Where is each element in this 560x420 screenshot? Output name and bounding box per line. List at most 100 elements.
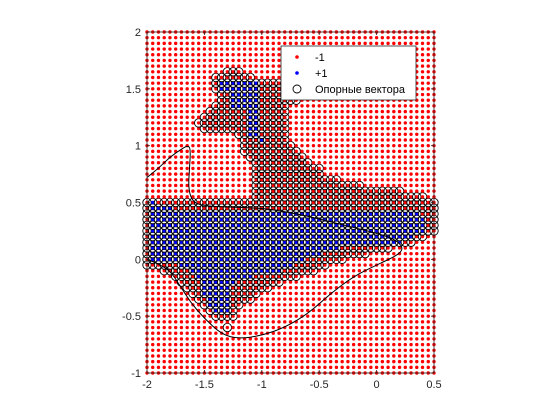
point-negative xyxy=(271,53,275,57)
point-negative xyxy=(162,115,166,119)
point-negative xyxy=(162,53,166,57)
point-negative xyxy=(225,70,230,74)
point-negative xyxy=(306,365,310,370)
point-negative xyxy=(271,98,275,102)
point-negative xyxy=(156,115,161,119)
point-negative xyxy=(357,104,362,108)
point-positive xyxy=(363,223,367,227)
point-negative xyxy=(191,274,195,279)
point-negative xyxy=(271,64,275,68)
point-positive xyxy=(231,223,235,227)
point-negative xyxy=(242,109,247,114)
point-negative xyxy=(219,92,224,97)
point-positive xyxy=(260,234,264,239)
point-negative xyxy=(369,331,373,335)
point-negative xyxy=(392,280,396,284)
point-negative xyxy=(340,348,344,352)
point-negative xyxy=(237,41,241,46)
point-negative xyxy=(179,337,184,341)
point-negative xyxy=(219,161,224,165)
point-negative xyxy=(426,64,430,68)
point-negative xyxy=(191,64,195,68)
point-positive xyxy=(242,274,247,279)
point-negative xyxy=(340,161,344,165)
point-negative xyxy=(179,132,184,136)
point-negative xyxy=(409,342,413,347)
point-positive xyxy=(162,223,166,227)
point-positive xyxy=(237,217,241,222)
point-negative xyxy=(174,53,178,57)
point-negative xyxy=(248,291,253,296)
point-positive xyxy=(265,251,270,256)
point-negative xyxy=(288,325,293,330)
point-negative xyxy=(265,98,270,102)
point-positive xyxy=(392,234,396,239)
point-negative xyxy=(214,359,218,364)
point-negative xyxy=(426,331,430,335)
point-positive xyxy=(374,212,379,216)
point-negative xyxy=(334,149,339,154)
point-negative xyxy=(328,286,333,290)
point-negative xyxy=(420,132,425,136)
point-negative xyxy=(283,291,287,296)
point-negative xyxy=(300,109,304,114)
point-negative xyxy=(208,109,212,114)
point-negative xyxy=(420,92,425,97)
point-negative xyxy=(306,172,310,176)
point-negative xyxy=(208,200,212,205)
point-negative xyxy=(386,138,390,142)
point-negative xyxy=(162,359,166,364)
point-negative xyxy=(357,365,362,370)
point-negative xyxy=(323,342,327,347)
point-negative xyxy=(380,297,385,301)
point-negative xyxy=(191,331,195,335)
point-negative xyxy=(265,359,270,364)
point-negative xyxy=(409,183,413,188)
point-negative xyxy=(237,359,241,364)
point-negative xyxy=(415,359,419,364)
point-positive xyxy=(202,263,207,267)
point-negative xyxy=(369,41,373,46)
point-negative xyxy=(196,297,201,301)
point-negative xyxy=(409,286,413,290)
point-negative xyxy=(162,274,166,279)
point-negative xyxy=(151,314,155,318)
point-negative xyxy=(191,143,195,148)
point-negative xyxy=(300,269,304,273)
point-positive xyxy=(254,263,258,267)
point-negative xyxy=(403,263,407,267)
point-positive xyxy=(248,98,253,102)
point-negative xyxy=(294,206,298,210)
point-negative xyxy=(409,354,413,358)
point-negative xyxy=(346,246,350,250)
point-negative xyxy=(340,172,344,176)
point-negative xyxy=(306,109,310,114)
point-positive xyxy=(208,217,212,222)
point-negative xyxy=(374,354,379,358)
point-negative xyxy=(346,155,350,159)
point-negative xyxy=(174,206,178,210)
y-tick-label: 1 xyxy=(135,141,141,153)
point-negative xyxy=(346,115,350,119)
point-negative xyxy=(409,291,413,296)
point-negative xyxy=(420,115,425,119)
point-negative xyxy=(156,41,161,46)
point-negative xyxy=(420,143,425,148)
point-negative xyxy=(363,286,367,290)
point-negative xyxy=(374,274,379,279)
point-negative xyxy=(271,359,275,364)
point-negative xyxy=(397,161,402,165)
point-negative xyxy=(265,35,270,40)
point-negative xyxy=(386,320,390,324)
point-negative xyxy=(271,303,275,307)
point-negative xyxy=(334,251,339,256)
point-negative xyxy=(196,115,201,119)
point-negative xyxy=(174,109,178,114)
point-negative xyxy=(386,269,390,273)
point-negative xyxy=(271,348,275,352)
point-negative xyxy=(323,263,327,267)
point-negative xyxy=(185,149,189,154)
point-positive xyxy=(242,104,247,108)
point-negative xyxy=(191,348,195,352)
point-negative xyxy=(277,35,281,40)
